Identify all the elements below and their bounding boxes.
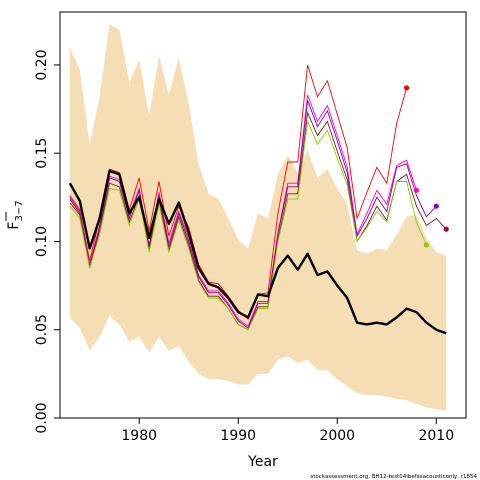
x-tick-label-1: 1980 bbox=[121, 428, 157, 444]
retro-series-line-3 bbox=[69, 100, 437, 329]
svg-text:F3−7: F3−7 bbox=[6, 200, 25, 229]
terminal-point-1 bbox=[404, 85, 410, 91]
retro-series-line-4 bbox=[69, 110, 447, 331]
x-tick-label-4: 2010 bbox=[418, 428, 454, 444]
x-tick-label-2: 1990 bbox=[220, 428, 256, 444]
confidence-band bbox=[69, 24, 447, 411]
terminal-point-4 bbox=[433, 203, 439, 209]
y-tick-label-5: 0.20 bbox=[34, 49, 50, 80]
x-axis: 1980 1990 2000 2010 bbox=[121, 418, 454, 444]
main-estimate-line bbox=[68, 169, 447, 335]
terminal-point-2 bbox=[413, 187, 420, 193]
x-axis-title: Year bbox=[247, 454, 278, 470]
terminal-point-3 bbox=[423, 242, 429, 248]
y-tick-label-2: 0.05 bbox=[34, 314, 50, 345]
terminal-point-5 bbox=[443, 226, 449, 232]
y-axis-title-sub: 3−7 bbox=[14, 200, 25, 221]
confidence-band-layer bbox=[69, 24, 447, 411]
y-tick-label-1: 0.00 bbox=[34, 402, 50, 433]
plot-frame bbox=[59, 11, 467, 419]
x-tick-label-3: 2000 bbox=[319, 428, 355, 444]
retro-series-line-5 bbox=[69, 119, 427, 331]
y-tick-label-3: 0.10 bbox=[34, 226, 50, 257]
y-tick-label-4: 0.15 bbox=[34, 138, 50, 169]
y-axis-title: F3−7 bbox=[5, 200, 25, 230]
series-layer bbox=[68, 64, 447, 335]
y-axis-title-main: F bbox=[6, 222, 22, 230]
y-axis: 0.00 0.05 0.10 0.15 0.20 bbox=[34, 49, 60, 434]
endpoint-markers-layer bbox=[404, 85, 449, 248]
footer-credit: stockassessment.org, BH12-test04lbefasac… bbox=[310, 474, 477, 480]
